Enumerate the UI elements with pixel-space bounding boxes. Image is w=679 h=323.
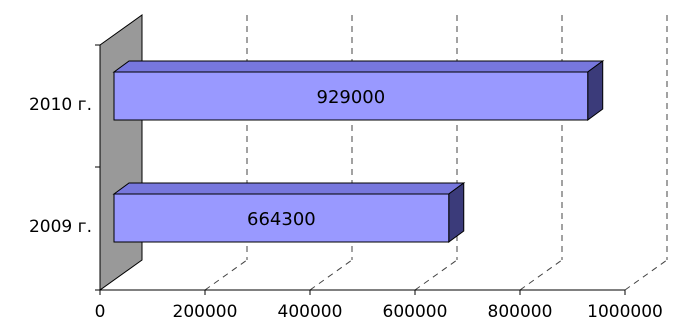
category-label: 2009 г. [29, 217, 92, 237]
data-label: 664300 [247, 209, 316, 230]
x-tick-label: 200000 [173, 302, 238, 322]
gridlines [204, 15, 668, 291]
x-tick-label: 0 [95, 302, 106, 322]
bar-front-face [113, 193, 450, 243]
back-wall [99, 14, 143, 291]
bar-top-face [112, 182, 466, 195]
x-tick-label: 600000 [383, 302, 448, 322]
axes [95, 44, 626, 295]
floor-gridline [519, 259, 563, 291]
bar-front-face [113, 71, 589, 121]
bar-side-face [587, 60, 604, 121]
bar-side-face [448, 182, 465, 243]
x-tick-label: 1000000 [587, 302, 663, 322]
floor-gridline [204, 259, 248, 291]
bar-1 [112, 60, 605, 121]
chart-walls [99, 14, 143, 291]
floor-gridline [414, 259, 458, 291]
floor-gridline [624, 259, 668, 291]
category-label: 2010 г. [29, 95, 92, 115]
bars [112, 60, 605, 243]
bar-top-face [112, 60, 605, 73]
data-label: 929000 [317, 87, 386, 108]
labels: 0 200000 400000 600000 800000 1000000 664300 20… [29, 87, 663, 322]
bar-0 [112, 182, 466, 243]
x-tick-label: 800000 [488, 302, 553, 322]
floor-gridline [309, 259, 353, 291]
x-tick-label: 400000 [278, 302, 343, 322]
